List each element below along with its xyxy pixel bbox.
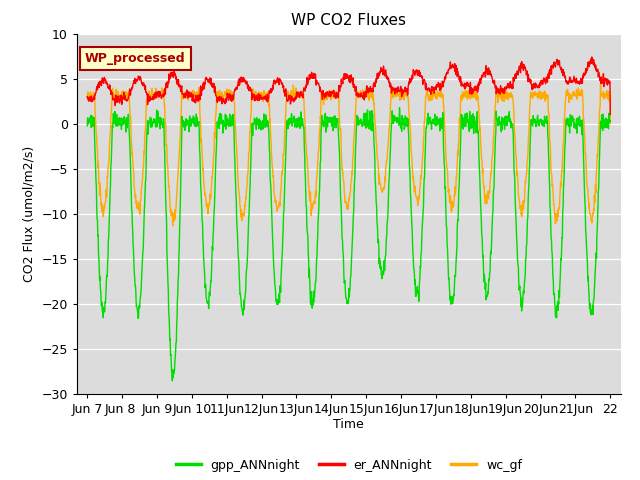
- X-axis label: Time: Time: [333, 419, 364, 432]
- Y-axis label: CO2 Flux (umol/m2/s): CO2 Flux (umol/m2/s): [23, 145, 36, 282]
- Title: WP CO2 Fluxes: WP CO2 Fluxes: [291, 13, 406, 28]
- Legend: gpp_ANNnight, er_ANNnight, wc_gf: gpp_ANNnight, er_ANNnight, wc_gf: [171, 454, 527, 477]
- Text: WP_processed: WP_processed: [85, 52, 186, 65]
